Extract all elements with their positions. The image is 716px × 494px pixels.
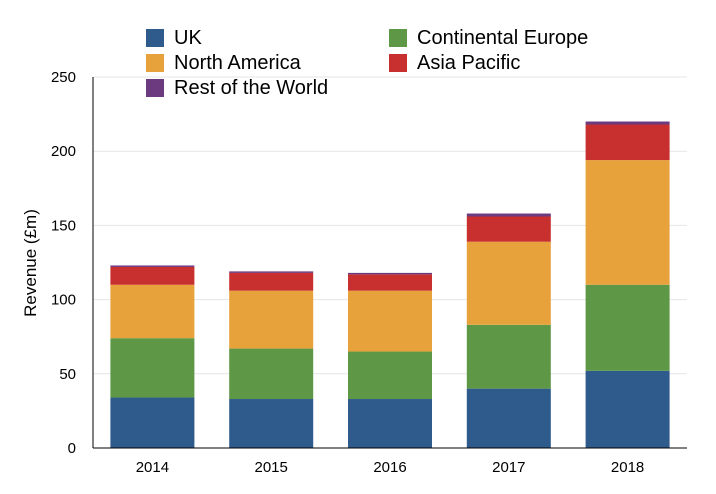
bar-2017-rest-of-the-world	[466, 213, 551, 217]
bar-2014-uk	[110, 397, 195, 448]
y-tick-label: 100	[51, 292, 76, 309]
x-tick-label-2018: 2018	[611, 459, 644, 476]
bar-2016-asia-pacific	[348, 274, 432, 291]
legend-label-rest-of-the-world: Rest of the World	[174, 77, 329, 99]
legend-item-asia-pacific: Asia Pacific	[389, 51, 520, 75]
legend-swatch-continental-europe	[389, 29, 407, 47]
y-tick-labels: 0 50 100 150 200 250	[51, 69, 76, 457]
x-tick-label-2016: 2016	[373, 459, 406, 476]
bar-2015-north-america	[229, 290, 314, 349]
legend-label-north-america: North America	[174, 52, 301, 74]
legend-swatch-north-america	[146, 54, 164, 72]
legend-item-north-america: North America	[146, 51, 301, 75]
x-tick-label-2015: 2015	[255, 459, 288, 476]
legend-item-uk: UK	[146, 26, 202, 50]
bar-2018-continental-europe	[585, 284, 670, 371]
y-tick-label: 0	[68, 440, 76, 457]
y-tick-label: 250	[51, 69, 76, 86]
x-tick-label-2017: 2017	[492, 459, 525, 476]
bar-2017-uk	[466, 388, 551, 448]
bars	[110, 121, 670, 448]
bar-2016-continental-europe	[348, 351, 432, 400]
legend-label-asia-pacific: Asia Pacific	[417, 52, 521, 74]
bar-2018-uk	[585, 370, 670, 448]
bar-2015-asia-pacific	[229, 272, 314, 291]
legend-label-continental-europe: Continental Europe	[417, 27, 589, 49]
axes	[92, 77, 687, 449]
bar-2016-north-america	[348, 290, 432, 352]
legend: UK Continental Europe North America Asia…	[0, 0, 716, 100]
bar-2017-asia-pacific	[466, 216, 551, 242]
legend-item-rest-of-the-world: Rest of the World	[146, 76, 328, 100]
bar-2014-continental-europe	[110, 338, 195, 398]
bar-2014-asia-pacific	[110, 266, 195, 285]
bar-2014-rest-of-the-world	[110, 265, 195, 267]
bar-2016-rest-of-the-world	[348, 272, 432, 275]
legend-swatch-uk	[146, 29, 164, 47]
bar-2017-continental-europe	[466, 324, 551, 389]
bar-2018-north-america	[585, 160, 670, 285]
bar-2017-north-america	[466, 241, 551, 325]
legend-swatch-asia-pacific	[389, 54, 407, 72]
bar-2014-north-america	[110, 284, 195, 339]
y-axis-title: Revenue (£m)	[21, 209, 40, 317]
bar-2018-rest-of-the-world	[585, 121, 670, 125]
bar-2018-asia-pacific	[585, 124, 670, 161]
legend-swatch-rest-of-the-world	[146, 79, 164, 97]
bar-2015-continental-europe	[229, 348, 314, 400]
x-tick-labels: 2014 2015 2016 2017 2018	[136, 459, 645, 476]
bar-2015-rest-of-the-world	[229, 271, 314, 273]
bar-2016-uk	[348, 399, 432, 448]
legend-item-continental-europe: Continental Europe	[389, 26, 588, 50]
y-tick-label: 50	[59, 366, 76, 383]
y-tick-label: 200	[51, 143, 76, 160]
legend-label-uk: UK	[174, 27, 202, 49]
bar-2015-uk	[229, 399, 314, 448]
y-tick-label: 150	[51, 217, 76, 234]
x-tick-label-2014: 2014	[136, 459, 169, 476]
